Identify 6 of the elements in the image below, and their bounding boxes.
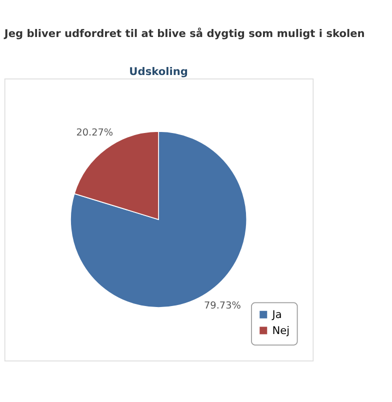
- legend-label: Nej: [272, 325, 290, 338]
- data-label: 20.27%: [76, 128, 114, 139]
- data-label: 79.73%: [204, 300, 241, 312]
- chart-subtitle: Udskoling: [129, 66, 188, 78]
- chart-title: Jeg bliver udfordret til at blive så dygtig som muligt i skolen: [3, 27, 365, 40]
- legend-label: Ja: [271, 309, 282, 322]
